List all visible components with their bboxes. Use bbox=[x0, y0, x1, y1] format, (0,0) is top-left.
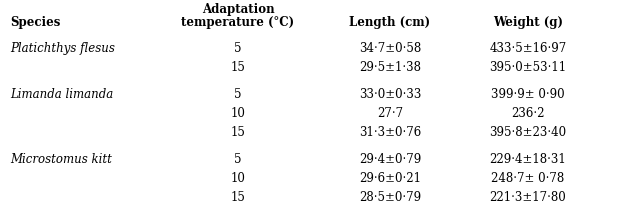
Text: 27·7: 27·7 bbox=[377, 107, 403, 120]
Text: 236·2: 236·2 bbox=[511, 107, 545, 120]
Text: 221·3±17·80: 221·3±17·80 bbox=[490, 191, 566, 204]
Text: 395·0±53·11: 395·0±53·11 bbox=[490, 61, 567, 74]
Text: 29·5±1·38: 29·5±1·38 bbox=[359, 61, 421, 74]
Text: temperature (°C): temperature (°C) bbox=[181, 16, 295, 29]
Text: Platichthys flesus: Platichthys flesus bbox=[10, 42, 115, 55]
Text: 5: 5 bbox=[234, 42, 242, 55]
Text: 34·7±0·58: 34·7±0·58 bbox=[359, 42, 421, 55]
Text: Microstomus kitt: Microstomus kitt bbox=[10, 153, 112, 166]
Text: 28·5±0·79: 28·5±0·79 bbox=[359, 191, 421, 204]
Text: 29·6±0·21: 29·6±0·21 bbox=[359, 172, 421, 185]
Text: 15: 15 bbox=[231, 61, 245, 74]
Text: Length (cm): Length (cm) bbox=[349, 16, 431, 29]
Text: 399·9± 0·90: 399·9± 0·90 bbox=[491, 88, 565, 101]
Text: 10: 10 bbox=[231, 172, 245, 185]
Text: Adaptation: Adaptation bbox=[202, 3, 275, 16]
Text: 433·5±16·97: 433·5±16·97 bbox=[490, 42, 567, 55]
Text: 5: 5 bbox=[234, 153, 242, 166]
Text: 15: 15 bbox=[231, 191, 245, 204]
Text: 229·4±18·31: 229·4±18·31 bbox=[490, 153, 566, 166]
Text: 33·0±0·33: 33·0±0·33 bbox=[359, 88, 421, 101]
Text: Species: Species bbox=[10, 16, 60, 29]
Text: 10: 10 bbox=[231, 107, 245, 120]
Text: 15: 15 bbox=[231, 126, 245, 139]
Text: 5: 5 bbox=[234, 88, 242, 101]
Text: 395·8±23·40: 395·8±23·40 bbox=[490, 126, 567, 139]
Text: Weight (g): Weight (g) bbox=[493, 16, 563, 29]
Text: 248·7± 0·78: 248·7± 0·78 bbox=[492, 172, 565, 185]
Text: 31·3±0·76: 31·3±0·76 bbox=[359, 126, 421, 139]
Text: Limanda limanda: Limanda limanda bbox=[10, 88, 113, 101]
Text: 29·4±0·79: 29·4±0·79 bbox=[359, 153, 421, 166]
